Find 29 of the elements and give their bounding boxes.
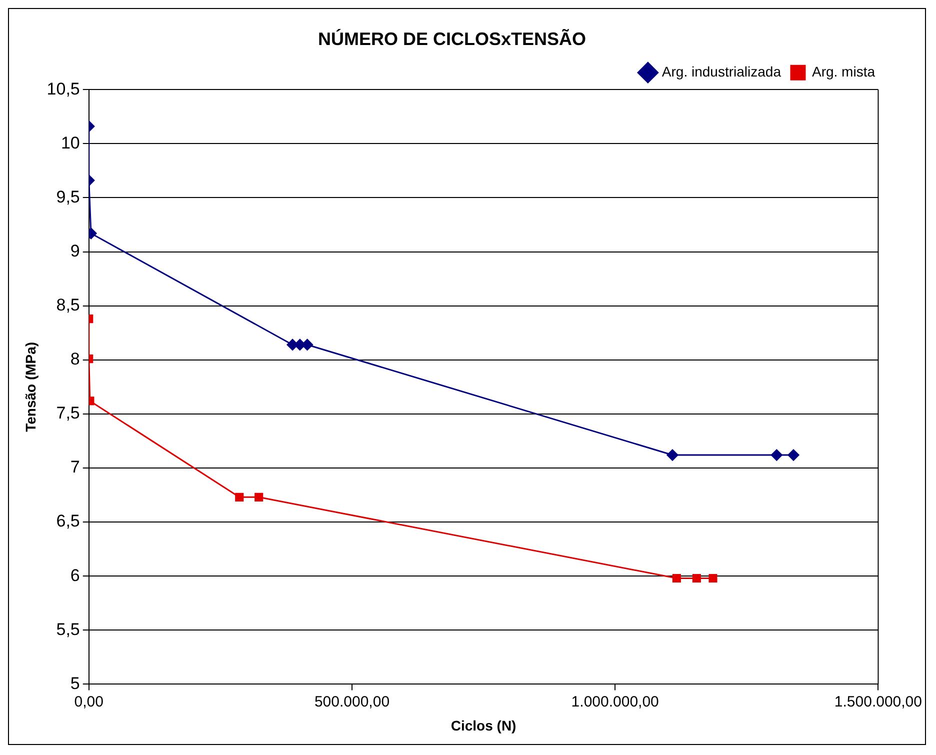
x-tick-label: 0,00 bbox=[74, 693, 104, 710]
point bbox=[788, 449, 800, 461]
y-tick-label: 10 bbox=[60, 133, 80, 152]
point bbox=[672, 574, 681, 583]
point bbox=[708, 574, 718, 583]
point bbox=[666, 449, 678, 461]
y-tick-label: 5,5 bbox=[56, 620, 80, 639]
y-tick-label: 6 bbox=[70, 566, 80, 585]
legend-label: Arg. mista bbox=[812, 63, 876, 80]
y-tick-label: 6,5 bbox=[56, 512, 80, 531]
point bbox=[770, 449, 782, 461]
y-tick-label: 7,5 bbox=[56, 404, 80, 423]
x-tick-label: 500.000,00 bbox=[314, 693, 390, 710]
x-tick-label: 1.000.000,00 bbox=[571, 693, 659, 710]
y-axis-title: Tensão (MPa) bbox=[22, 342, 38, 432]
y-tick-label: 10,5 bbox=[46, 79, 80, 98]
y-tick-label: 7 bbox=[70, 458, 80, 477]
y-tick-label: 8 bbox=[70, 350, 80, 369]
x-tick-label: 1.500.000,00 bbox=[834, 693, 922, 710]
point bbox=[235, 492, 244, 502]
legend-label: Arg. industrializada bbox=[662, 63, 782, 80]
y-tick-label: 9,5 bbox=[56, 187, 80, 206]
y-tick-label: 9 bbox=[70, 241, 80, 260]
chart-title: NÚMERO DE CICLOSxTENSÃO bbox=[318, 28, 586, 49]
point bbox=[692, 574, 701, 583]
point bbox=[254, 492, 264, 502]
x-axis-title: Ciclos (N) bbox=[450, 717, 516, 734]
y-tick-label: 5 bbox=[70, 674, 80, 693]
y-tick-label: 8,5 bbox=[56, 296, 80, 315]
